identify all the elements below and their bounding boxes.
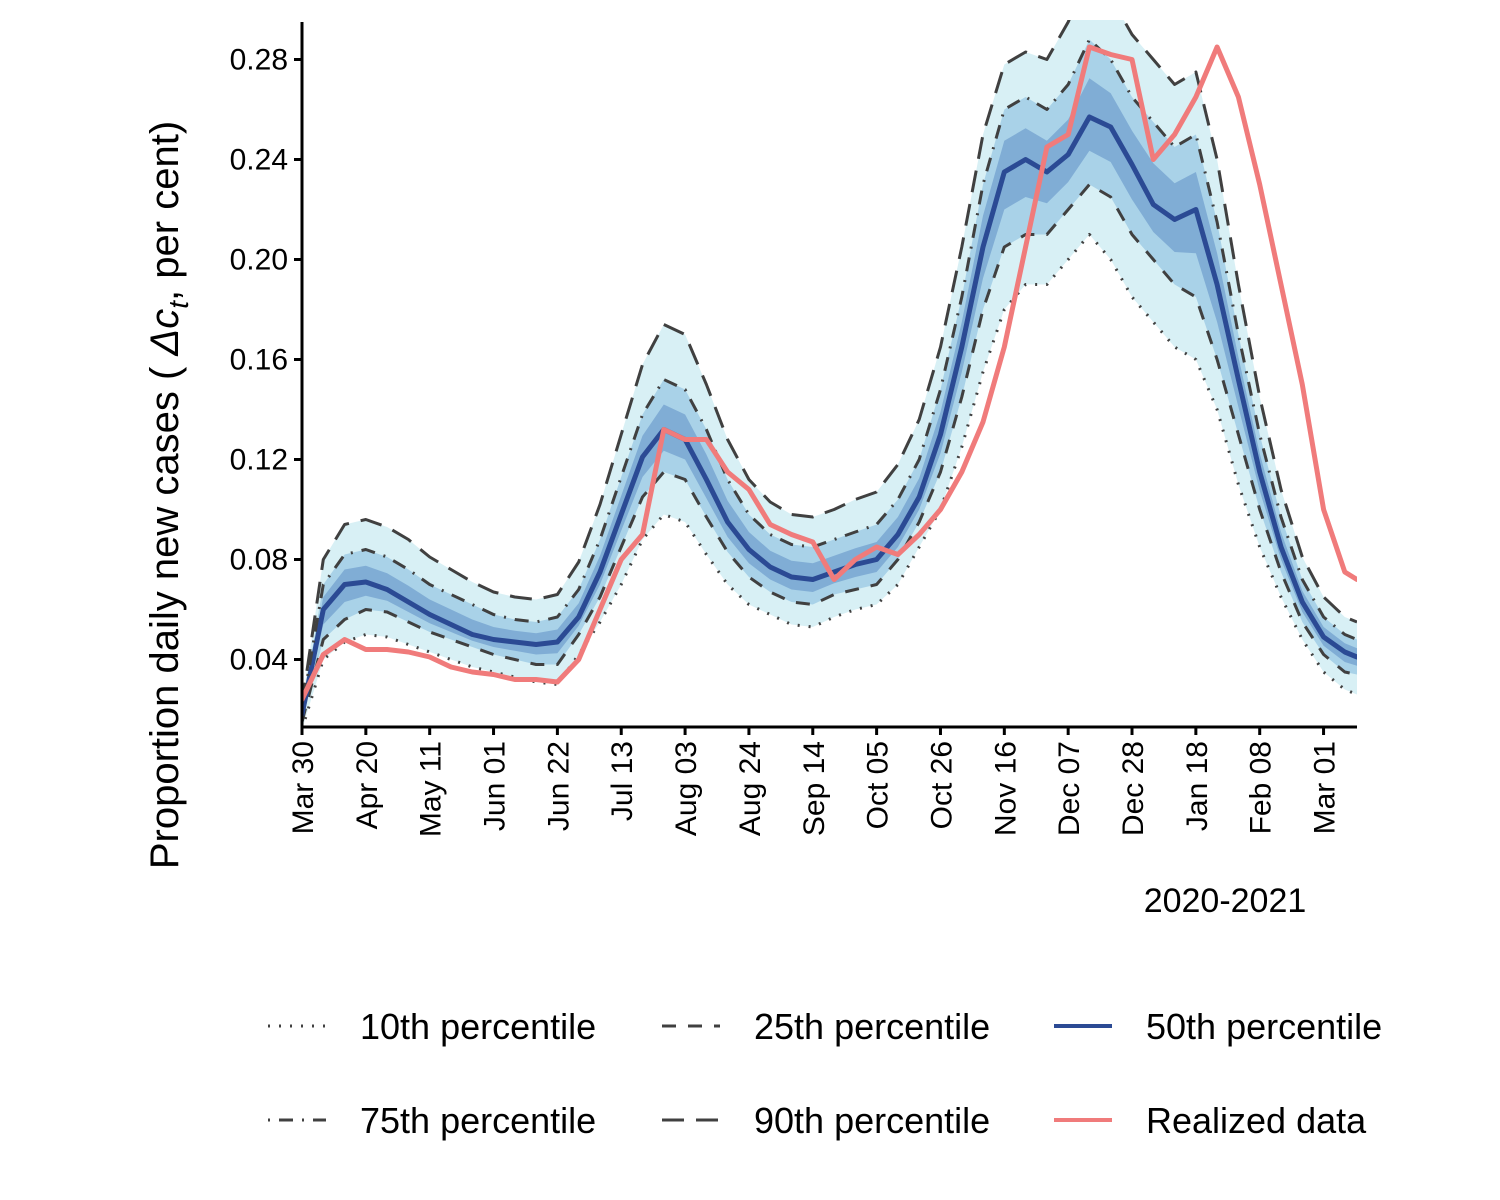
series-75th-percentile [302,38,1357,710]
legend-label: 50th percentile [1146,1006,1382,1047]
x-tick-label: Sep 14 [798,741,831,836]
x-tick-label: Mar 01 [1309,741,1342,834]
y-tick-label: 0.20 [230,244,288,277]
y-title-subscript: t [163,300,194,309]
legend-item: 90th percentile [662,1100,990,1141]
y-axis-title: Proportion daily new cases ( Δct, per ce… [143,121,194,869]
band-25-75 [302,39,1357,722]
band-10-90 [302,20,1357,727]
y-tick-label: 0.08 [230,544,288,577]
series-lines [302,20,1357,727]
legend-item: 25th percentile [662,1006,990,1047]
legend: 10th percentile 25th percentile 50th perce… [268,1006,1382,1141]
y-tick-label: 0.12 [230,444,288,477]
y-title-delta-c: Δc [143,309,187,357]
x-axis-title: 2020-2021 [1144,882,1307,920]
legend-item: 10th percentile [268,1006,596,1047]
x-tick-label: Dec 28 [1117,741,1150,836]
x-tick-label: Aug 24 [734,741,767,836]
x-tick-label: Feb 08 [1245,741,1278,834]
legend-item: 75th percentile [268,1100,596,1141]
x-tick-label: Mar 30 [287,741,320,834]
axes [300,22,1357,729]
legend-item: Realized data [1054,1100,1367,1141]
x-tick-label: Aug 03 [670,741,703,836]
x-ticks: Mar 30 Apr 20 May 11 Jun 01 Jun 22 Jul 13 Aug … [287,727,1342,837]
x-tick-label: Dec 07 [1053,741,1086,836]
legend-label: 90th percentile [754,1100,990,1141]
series-90th-percentile [302,20,1357,705]
x-tick-label: Jan 18 [1181,741,1214,831]
y-tick-label: 0.28 [230,44,288,77]
legend-item: 50th percentile [1054,1006,1382,1047]
x-tick-label: Jul 13 [606,741,639,821]
legend-label: Realized data [1146,1100,1367,1141]
legend-label: 75th percentile [360,1100,596,1141]
x-tick-label: Nov 16 [989,741,1022,836]
x-tick-label: Apr 20 [351,741,384,829]
x-tick-label: May 11 [415,741,448,837]
x-tick-label: Jun 01 [479,741,512,831]
y-tick-label: 0.04 [230,644,288,677]
y-ticks: 0.04 0.08 0.12 0.16 0.20 0.24 0.28 [230,44,302,677]
x-tick-label: Oct 05 [862,741,895,829]
x-tick-label: Jun 22 [542,741,575,831]
y-title-part-1: Proportion daily new cases ( [143,356,187,870]
legend-label: 25th percentile [754,1006,990,1047]
y-title-part-2: , per cent) [143,121,187,301]
series-realized-data [302,44,1357,702]
series-50th-percentile [302,114,1357,717]
legend-label: 10th percentile [360,1006,596,1047]
series-10th-percentile [302,233,1357,727]
series-25th-percentile [302,183,1357,723]
percentile-bands [302,20,1357,727]
y-tick-label: 0.16 [230,344,288,377]
x-tick-label: Oct 26 [926,741,959,829]
y-tick-label: 0.24 [230,144,288,177]
